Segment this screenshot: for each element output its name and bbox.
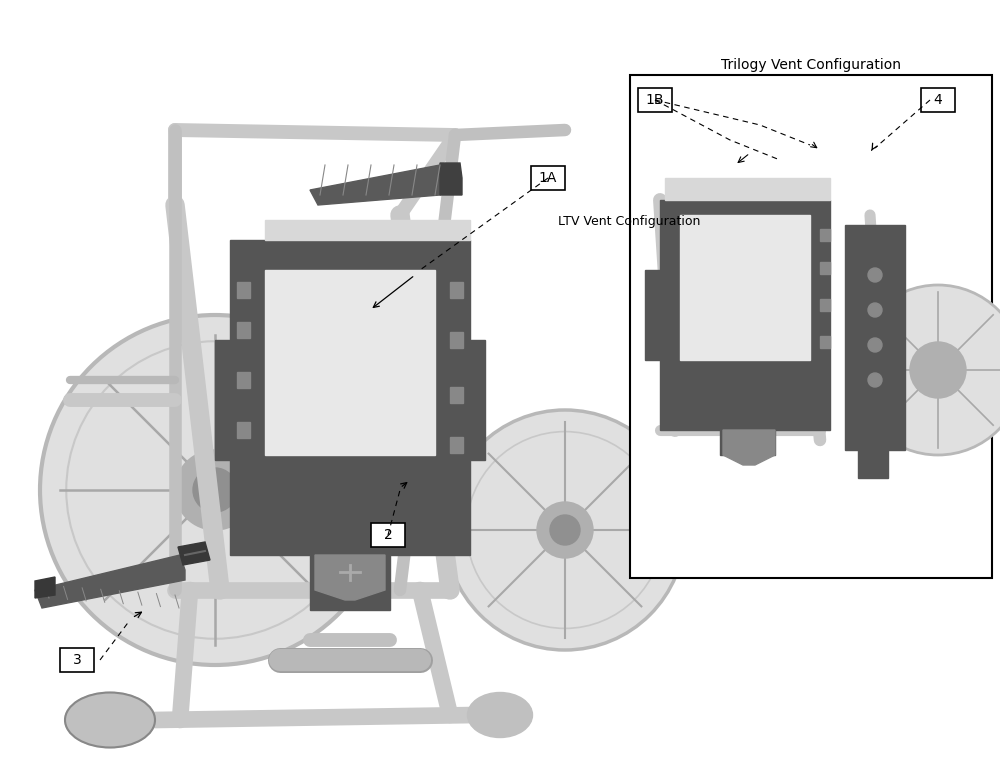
Circle shape	[868, 268, 882, 282]
Circle shape	[40, 315, 390, 665]
Circle shape	[193, 468, 237, 512]
Polygon shape	[820, 262, 830, 274]
Text: 2: 2	[384, 528, 392, 542]
Polygon shape	[450, 437, 463, 453]
Circle shape	[550, 515, 580, 545]
Bar	[630, 75, 992, 578]
FancyBboxPatch shape	[638, 88, 672, 112]
Polygon shape	[665, 178, 830, 200]
Polygon shape	[265, 220, 470, 240]
Polygon shape	[178, 542, 210, 565]
Circle shape	[868, 338, 882, 352]
Polygon shape	[723, 430, 775, 465]
Circle shape	[910, 342, 966, 398]
Circle shape	[537, 502, 593, 558]
Polygon shape	[35, 577, 55, 598]
Polygon shape	[820, 229, 830, 241]
Circle shape	[868, 373, 882, 387]
Polygon shape	[265, 270, 435, 455]
Text: 1A: 1A	[539, 171, 557, 185]
Circle shape	[868, 303, 882, 317]
Polygon shape	[858, 450, 888, 478]
Polygon shape	[215, 340, 230, 460]
Polygon shape	[237, 372, 250, 388]
Circle shape	[175, 450, 255, 530]
Polygon shape	[645, 270, 660, 360]
Polygon shape	[315, 555, 385, 600]
Polygon shape	[450, 332, 463, 348]
Polygon shape	[470, 340, 485, 460]
FancyBboxPatch shape	[531, 166, 565, 190]
Polygon shape	[237, 322, 250, 338]
Text: LTV Vent Configuration: LTV Vent Configuration	[558, 215, 700, 228]
Circle shape	[853, 285, 1000, 455]
Circle shape	[445, 410, 685, 650]
Polygon shape	[237, 422, 250, 438]
Polygon shape	[660, 200, 830, 455]
Polygon shape	[35, 555, 185, 608]
Polygon shape	[450, 282, 463, 298]
Polygon shape	[845, 225, 905, 450]
Polygon shape	[440, 163, 462, 195]
Text: 4: 4	[934, 93, 942, 107]
Polygon shape	[230, 240, 470, 610]
Polygon shape	[680, 215, 810, 360]
Polygon shape	[310, 165, 448, 205]
FancyBboxPatch shape	[371, 523, 405, 547]
Polygon shape	[820, 336, 830, 348]
Polygon shape	[820, 299, 830, 311]
Text: 1B: 1B	[646, 93, 664, 107]
FancyBboxPatch shape	[921, 88, 955, 112]
Text: 3: 3	[73, 653, 81, 667]
Text: Trilogy Vent Configuration: Trilogy Vent Configuration	[721, 58, 901, 72]
Ellipse shape	[65, 692, 155, 747]
Polygon shape	[450, 387, 463, 403]
FancyBboxPatch shape	[60, 648, 94, 672]
Ellipse shape	[468, 692, 532, 737]
Polygon shape	[237, 282, 250, 298]
